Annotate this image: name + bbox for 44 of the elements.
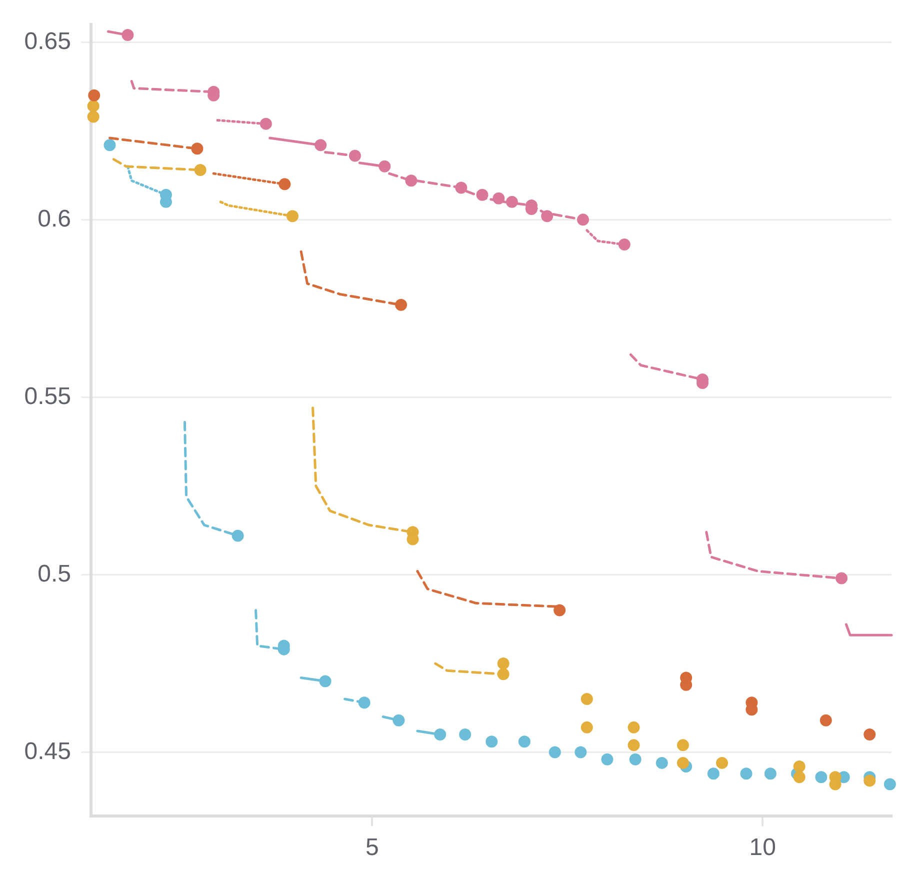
point [286, 210, 298, 222]
point [580, 721, 593, 734]
point [232, 530, 244, 542]
y-tick-label: 0.6 [38, 205, 71, 232]
point [628, 721, 640, 734]
y-tick-label: 0.65 [24, 28, 71, 55]
point [580, 693, 593, 706]
point [395, 298, 408, 311]
y-tick-label: 0.45 [24, 738, 71, 765]
point [486, 736, 498, 748]
point [884, 778, 896, 790]
point [628, 739, 640, 752]
point [676, 739, 689, 752]
point [518, 736, 530, 748]
point [707, 768, 720, 780]
point [836, 572, 848, 584]
point [864, 728, 876, 741]
point [104, 139, 116, 152]
point [459, 728, 472, 741]
point [815, 771, 828, 784]
x-tick-label: 5 [365, 834, 379, 862]
point [764, 768, 776, 780]
y-tick-label: 0.55 [24, 382, 71, 410]
point [497, 658, 510, 670]
point [793, 771, 806, 784]
point [194, 164, 206, 176]
point [793, 760, 806, 772]
point [601, 753, 614, 766]
point [87, 110, 100, 123]
point [260, 118, 272, 130]
x-tick-label: 10 [749, 834, 776, 862]
point [864, 774, 876, 787]
point [548, 746, 561, 758]
point [820, 714, 832, 726]
point [87, 100, 100, 112]
y-tick-label: 0.5 [38, 560, 71, 588]
point [629, 753, 642, 766]
point [656, 756, 668, 769]
point [574, 746, 587, 758]
point [676, 756, 689, 769]
point [88, 89, 100, 102]
point [740, 768, 752, 780]
point [716, 756, 728, 769]
point [554, 604, 566, 616]
